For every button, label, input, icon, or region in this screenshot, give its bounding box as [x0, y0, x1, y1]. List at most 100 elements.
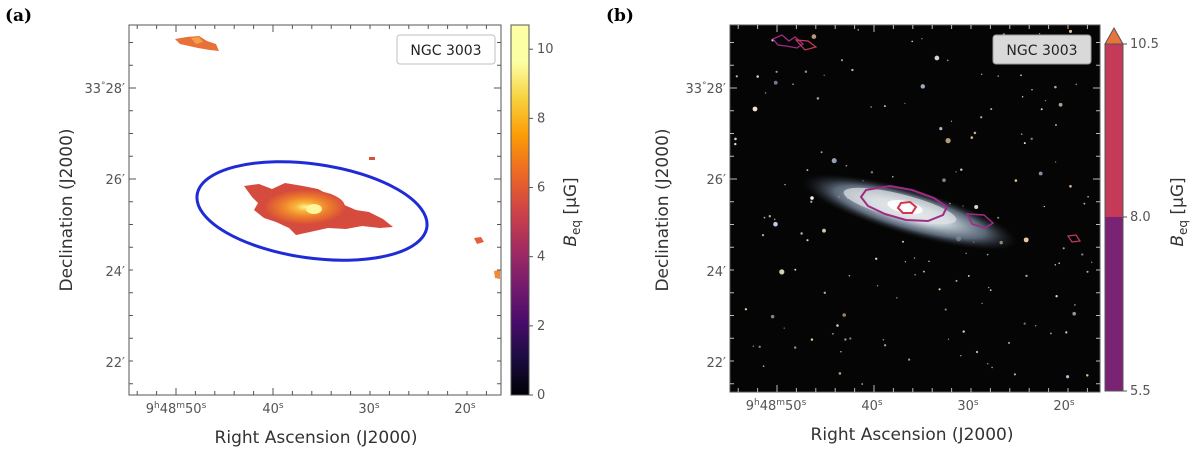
star	[883, 344, 887, 347]
panel-a-colorbar-label: Beq [μG]	[561, 177, 583, 246]
star	[784, 183, 786, 186]
star	[1021, 96, 1024, 98]
star	[973, 131, 977, 135]
star	[1034, 325, 1037, 327]
colorbar-tick-label: 6	[537, 181, 545, 196]
star	[986, 253, 989, 256]
panel-a-x-axis-title: Right Ascension (J2000)	[215, 428, 418, 448]
star	[779, 269, 785, 275]
star	[1038, 171, 1043, 176]
star	[955, 171, 957, 173]
star	[980, 116, 983, 119]
colorbar-tick-label: 10.5	[1130, 37, 1159, 52]
star	[911, 40, 913, 43]
star	[892, 176, 894, 178]
star	[734, 142, 737, 146]
star	[960, 168, 963, 171]
star	[920, 84, 926, 89]
star	[794, 346, 797, 349]
star	[922, 270, 925, 273]
beq-speckle	[369, 157, 375, 160]
star	[1068, 29, 1073, 33]
star	[822, 228, 826, 233]
star	[823, 74, 825, 76]
panel-b-image	[734, 29, 1093, 385]
panel-b-y-axis-title: Declination (J2000)	[653, 128, 673, 291]
ra-tick-label: 40s	[262, 401, 284, 417]
beq-galaxy-peak	[306, 204, 322, 214]
star	[1065, 331, 1068, 334]
star	[761, 233, 765, 237]
panel-a-tick-marks	[129, 25, 501, 395]
star	[1023, 142, 1026, 145]
ra-tick-label: 40s	[861, 398, 883, 414]
star	[734, 137, 737, 141]
star	[876, 284, 879, 287]
star	[882, 338, 885, 341]
star	[844, 338, 847, 341]
colorbar-tick-label: 8.0	[1130, 210, 1151, 225]
star	[845, 164, 848, 167]
panel-b: NGC 3003 33°28′ 26′ 24′ 22′ 9h48m50s 40s…	[653, 24, 1190, 445]
star	[970, 136, 974, 139]
star	[1055, 295, 1058, 298]
star	[1023, 322, 1026, 325]
star	[823, 291, 826, 294]
dec-tick-label: 22′	[707, 356, 727, 371]
star	[962, 330, 965, 333]
star	[960, 355, 962, 357]
star	[991, 366, 993, 369]
star	[783, 327, 785, 329]
contour-right-speck	[1066, 234, 1082, 243]
contour-top-left-inner	[794, 39, 818, 51]
star	[870, 171, 874, 174]
beq-speckle	[474, 237, 484, 244]
panel-a: NGC 3003 33°28′ 26′ 24′ 22′ 9h48m50s 40s…	[57, 24, 583, 448]
star	[836, 324, 839, 327]
star	[1023, 237, 1029, 243]
star	[896, 297, 898, 299]
beq-blob-top-core	[191, 37, 203, 44]
panel-b-frame	[729, 24, 1101, 393]
star	[950, 120, 953, 122]
star	[770, 314, 775, 319]
panel-b-colorbar-band-low	[1105, 217, 1123, 391]
star	[810, 200, 813, 203]
contour-top-left	[771, 34, 805, 49]
star	[773, 221, 778, 227]
dec-tick-label: 26′	[106, 173, 126, 188]
star	[875, 257, 878, 260]
star	[831, 158, 837, 164]
dec-tick-label: 33°28′	[84, 81, 125, 97]
star	[857, 29, 860, 31]
star	[1044, 99, 1047, 102]
star	[1013, 373, 1016, 376]
star	[1058, 262, 1060, 264]
dec-tick-label: 24′	[106, 265, 126, 280]
panel-b-colorbar-label: Beq [μG]	[1168, 177, 1190, 246]
contour-5.5-secondary	[965, 213, 995, 229]
star	[1069, 185, 1072, 188]
star	[861, 383, 863, 385]
star	[997, 75, 1000, 77]
panel-b-x-axis-title: Right Ascension (J2000)	[811, 425, 1014, 445]
star	[914, 274, 916, 276]
star	[820, 151, 823, 154]
star	[981, 302, 983, 304]
star	[763, 216, 766, 219]
star	[1074, 304, 1076, 306]
star	[904, 102, 906, 104]
star	[1086, 270, 1089, 273]
star	[1020, 74, 1022, 77]
colorbar-tick-label: 2	[537, 319, 545, 334]
colorbar-tick-label: 10	[537, 42, 554, 57]
star	[913, 257, 916, 259]
star	[939, 127, 943, 131]
panel-b-tick-marks	[730, 25, 1100, 392]
star	[810, 338, 814, 341]
star	[980, 73, 983, 76]
star	[967, 274, 970, 277]
beq-speckle	[494, 270, 500, 279]
panel-a-colorbar-ticks: 0 2 4 6 8 10	[529, 42, 554, 403]
panel-a-letter: (a)	[5, 6, 33, 26]
